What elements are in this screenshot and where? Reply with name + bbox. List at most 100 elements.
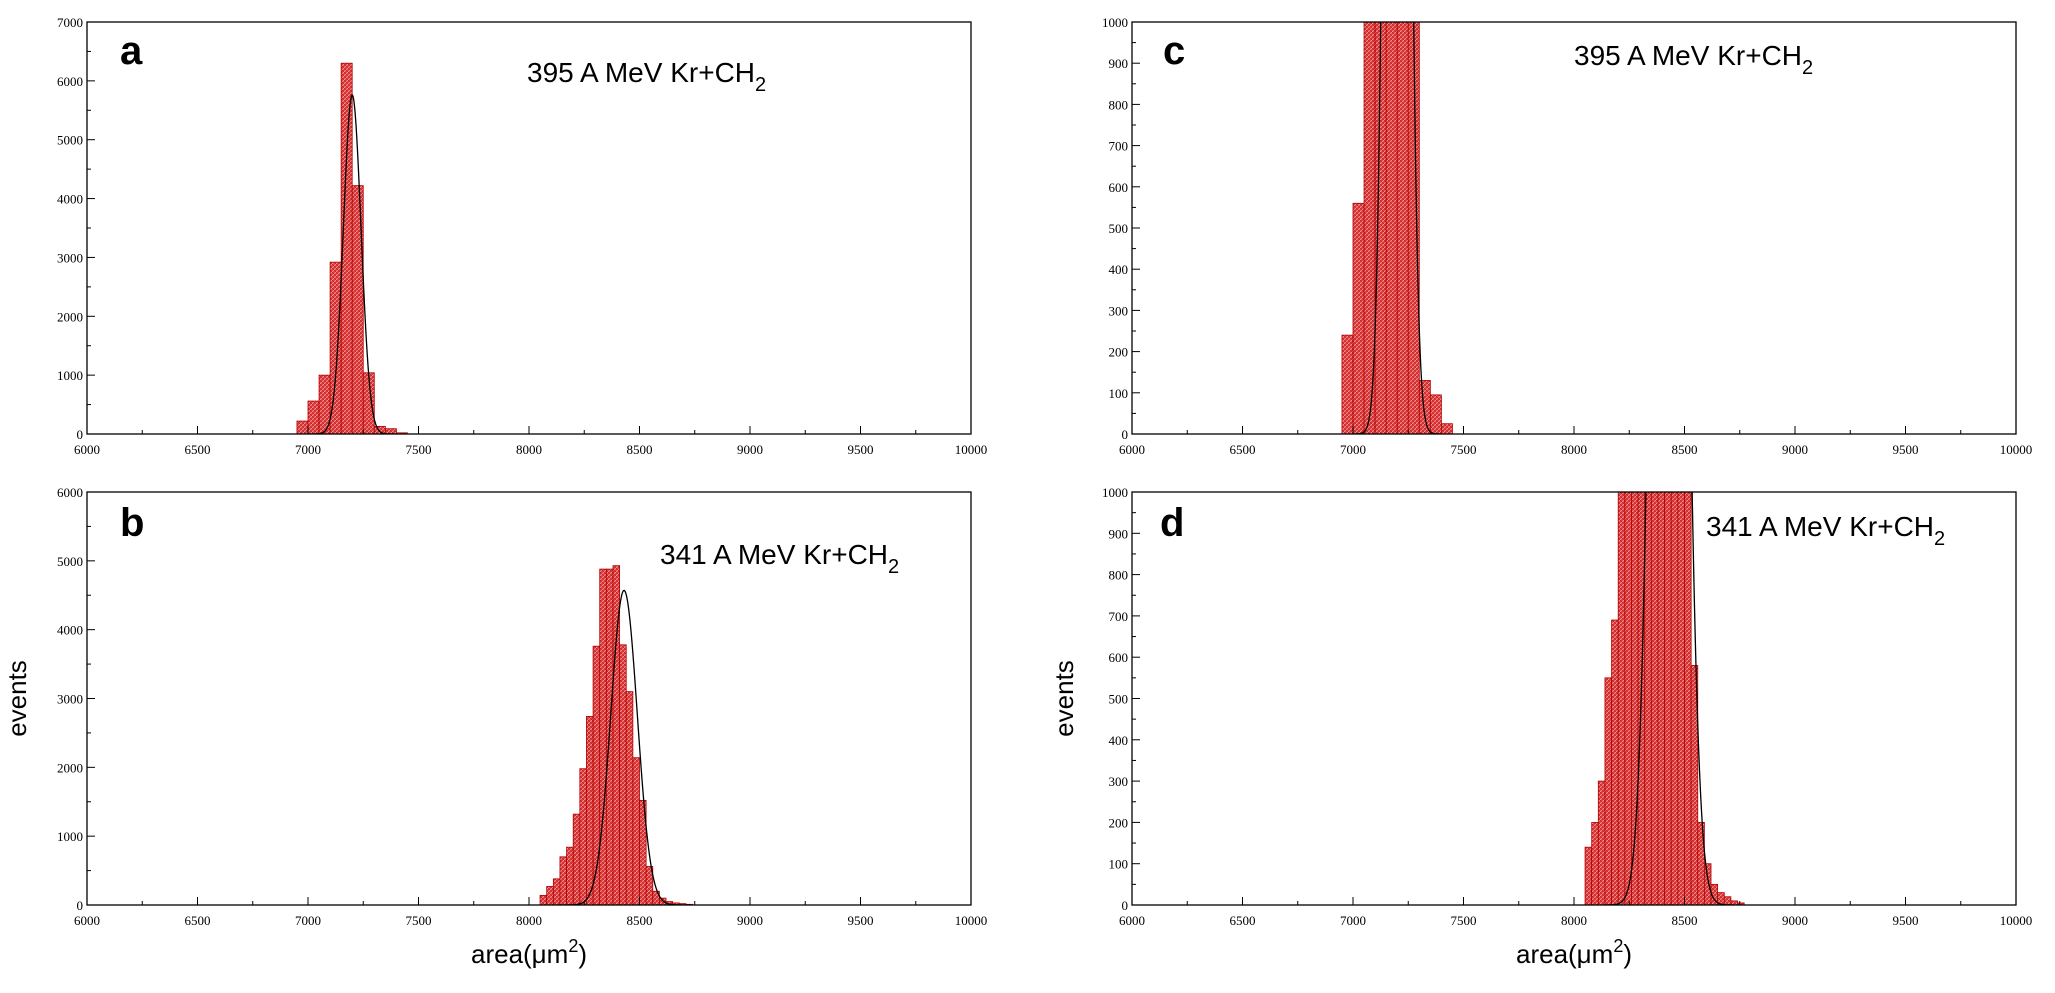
histogram-bar bbox=[1650, 492, 1659, 905]
histogram-bar bbox=[639, 799, 647, 905]
y-tick-label: 200 bbox=[1109, 345, 1129, 360]
x-tick-label: 9000 bbox=[737, 442, 763, 457]
histogram-bar bbox=[632, 757, 640, 905]
x-tick-label: 6000 bbox=[74, 913, 100, 928]
x-tick-label: 8500 bbox=[627, 913, 653, 928]
plot-area-a bbox=[296, 62, 408, 434]
y-tick-label: 6000 bbox=[57, 485, 83, 500]
x-tick-label: 8500 bbox=[1672, 442, 1698, 457]
y-tick-label: 0 bbox=[1122, 427, 1129, 442]
x-tick-label: 6000 bbox=[1119, 913, 1145, 928]
y-tick-label: 6000 bbox=[57, 74, 83, 89]
histogram-bar bbox=[1644, 492, 1652, 905]
y-tick-label: 400 bbox=[1109, 262, 1129, 277]
histogram-bar bbox=[552, 878, 561, 905]
panel-letter: a bbox=[120, 29, 143, 73]
x-tick-label: 8000 bbox=[516, 442, 542, 457]
histogram-bar bbox=[539, 894, 548, 905]
histogram-bar bbox=[1341, 334, 1354, 434]
plot-area-d bbox=[1584, 492, 1745, 905]
panel-d: 6000 6500 7000 7500 8000 8500 9000 9500 10000 0 10… bbox=[1049, 485, 2033, 969]
y-tick-label: 500 bbox=[1109, 692, 1129, 707]
histogram-bar bbox=[572, 813, 581, 905]
histogram-bar bbox=[1670, 492, 1679, 905]
histogram-bar bbox=[586, 715, 594, 905]
gaussian-fit-curve bbox=[557, 589, 691, 905]
y-tick-label: 4000 bbox=[57, 192, 83, 207]
x-tick-label: 8000 bbox=[1561, 913, 1587, 928]
histogram-bar bbox=[1664, 492, 1672, 905]
panel-letter: d bbox=[1160, 501, 1184, 545]
y-tick-label: 3000 bbox=[57, 250, 83, 265]
x-tick-label: 8000 bbox=[1561, 442, 1587, 457]
histogram-bar bbox=[546, 886, 554, 905]
histogram-bar bbox=[1611, 619, 1619, 905]
reaction-annotation: 395 A MeV Kr+CH2 bbox=[1574, 40, 1813, 79]
x-tick-label: 7000 bbox=[295, 442, 321, 457]
reaction-annotation: 395 A MeV Kr+CH2 bbox=[527, 57, 766, 96]
histogram-bar bbox=[1584, 846, 1593, 905]
y-tick-label: 2000 bbox=[57, 309, 83, 324]
histogram-bar bbox=[1624, 492, 1632, 905]
x-tick-label: 6000 bbox=[1119, 442, 1145, 457]
y-tick-label: 3000 bbox=[57, 692, 83, 707]
y-tick-label: 400 bbox=[1109, 733, 1129, 748]
x-tick-label: 9500 bbox=[848, 913, 874, 928]
y-tick-label: 5000 bbox=[57, 554, 83, 569]
histogram-bar bbox=[351, 185, 364, 434]
histogram-bar bbox=[1703, 863, 1712, 905]
y-axis-label: events bbox=[2, 660, 32, 737]
x-tick-label: 9000 bbox=[1782, 442, 1808, 457]
x-tick-label: 9000 bbox=[1782, 913, 1808, 928]
panel-letter: c bbox=[1163, 29, 1185, 73]
x-tick-label: 7000 bbox=[295, 913, 321, 928]
reaction-annotation: 341 A MeV Kr+CH2 bbox=[660, 539, 899, 578]
x-tick-label: 6500 bbox=[185, 442, 211, 457]
x-tick-label: 8500 bbox=[1672, 913, 1698, 928]
histogram-bar bbox=[296, 420, 309, 434]
plot-frame bbox=[1131, 21, 2017, 435]
histogram-bar bbox=[658, 897, 667, 905]
histogram-bar bbox=[1597, 780, 1606, 905]
y-tick-label: 300 bbox=[1109, 774, 1129, 789]
gaussian-fit-curve bbox=[1602, 492, 1736, 905]
gaussian-fit-curve bbox=[1353, 22, 1442, 434]
y-tick-label: 0 bbox=[1122, 898, 1129, 913]
y-tick-label: 1000 bbox=[1102, 485, 1128, 500]
y-tick-label: 600 bbox=[1109, 650, 1129, 665]
y-tick-label: 1000 bbox=[57, 368, 83, 383]
histogram-bar bbox=[1677, 492, 1685, 905]
y-tick-label: 4000 bbox=[57, 623, 83, 638]
y-tick-label: 800 bbox=[1109, 97, 1129, 112]
x-tick-label: 6500 bbox=[1230, 442, 1256, 457]
x-tick-label: 9500 bbox=[1893, 913, 1919, 928]
y-tick-label: 100 bbox=[1109, 386, 1129, 401]
x-tick-label: 6500 bbox=[185, 913, 211, 928]
x-tick-label: 8500 bbox=[627, 442, 653, 457]
x-tick-label: 10000 bbox=[955, 442, 988, 457]
y-tick-label: 1000 bbox=[57, 829, 83, 844]
y-tick-label: 600 bbox=[1109, 180, 1129, 195]
y-tick-label: 700 bbox=[1109, 139, 1129, 154]
panel-a: 6000 6500 7000 7500 8000 8500 9000 9500 10000 0 10… bbox=[57, 15, 987, 457]
x-tick-label: 7500 bbox=[1451, 913, 1477, 928]
x-axis-label: area(μm2) bbox=[1516, 936, 1632, 969]
y-tick-label: 7000 bbox=[57, 15, 83, 30]
histogram-bar bbox=[1723, 896, 1732, 905]
x-tick-label: 10000 bbox=[2000, 442, 2033, 457]
y-tick-label: 900 bbox=[1109, 56, 1129, 71]
y-tick-label: 100 bbox=[1109, 857, 1129, 872]
x-axis-label: area(μm2) bbox=[471, 936, 587, 969]
y-tick-label: 0 bbox=[77, 427, 84, 442]
histogram-bar bbox=[1604, 677, 1612, 905]
x-tick-label: 10000 bbox=[2000, 913, 2033, 928]
y-tick-label: 500 bbox=[1109, 221, 1129, 236]
reaction-annotation: 341 A MeV Kr+CH2 bbox=[1706, 511, 1945, 550]
histogram-bar bbox=[1617, 492, 1626, 905]
histogram-bar bbox=[1690, 665, 1699, 905]
x-tick-label: 7000 bbox=[1340, 913, 1366, 928]
x-tick-label: 6000 bbox=[74, 442, 100, 457]
histogram-bar bbox=[307, 400, 320, 434]
histogram-bar bbox=[599, 568, 607, 905]
